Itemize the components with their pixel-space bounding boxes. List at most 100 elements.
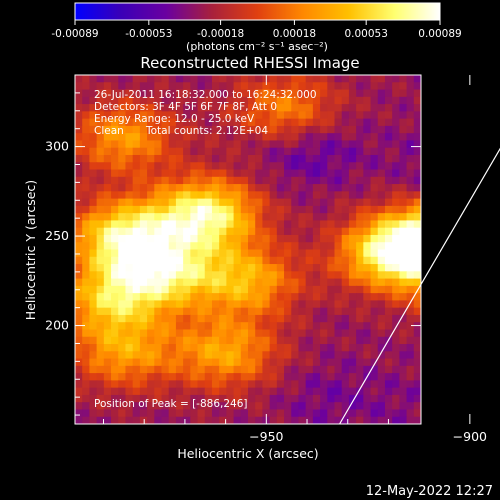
heatmap-cell (276, 336, 285, 345)
heatmap-cell (154, 118, 163, 127)
heatmap-cell (175, 184, 184, 192)
heatmap-cell (413, 336, 421, 345)
heatmap-cell (132, 213, 141, 222)
heatmap-cell (392, 176, 400, 185)
heatmap-cell (384, 249, 393, 258)
heatmap-cell (96, 176, 105, 185)
heatmap-cell (248, 82, 256, 91)
heatmap-cell (392, 380, 400, 389)
heatmap-cell (82, 118, 91, 127)
heatmap-cell (298, 300, 307, 309)
heatmap-cell (348, 191, 357, 200)
heatmap-cell (111, 133, 119, 142)
heatmap-cell (226, 300, 235, 309)
heatmap-cell (103, 285, 112, 294)
heatmap-cell (327, 147, 336, 156)
heatmap-cell (384, 351, 393, 360)
heatmap-cell (89, 205, 98, 214)
heatmap-cell (370, 169, 379, 178)
heatmap-cell (334, 373, 343, 381)
heatmap-cell (334, 387, 343, 396)
heatmap-cell (82, 104, 91, 112)
heatmap-cell (233, 104, 242, 112)
heatmap-cell (82, 285, 91, 294)
heatmap-cell (276, 351, 285, 360)
heatmap-cell (154, 125, 163, 134)
heatmap-cell (269, 358, 278, 367)
heatmap-cell (406, 387, 415, 396)
heatmap-cell (276, 133, 285, 142)
heatmap-cell (125, 147, 134, 156)
heatmap-cell (384, 227, 393, 236)
heatmap-cell (96, 184, 105, 192)
heatmap-cell (248, 344, 256, 352)
heatmap-cell (154, 271, 163, 280)
heatmap-cell (190, 344, 199, 352)
heatmap-cell (233, 111, 242, 120)
heatmap-cell (348, 264, 357, 272)
heatmap-cell (413, 89, 421, 98)
heatmap-cell (204, 373, 213, 381)
heatmap-cell (276, 89, 285, 98)
heatmap-cell (284, 75, 292, 83)
heatmap-cell (125, 394, 134, 403)
heatmap-cell (392, 358, 400, 367)
heatmap-cell (298, 285, 307, 294)
heatmap-cell (370, 373, 379, 381)
heatmap-cell (240, 184, 249, 192)
heatmap-cell (284, 213, 292, 222)
heatmap-cell (305, 285, 314, 294)
heatmap-cell (154, 387, 163, 396)
heatmap-cell (96, 125, 105, 134)
heatmap-cell (320, 293, 328, 301)
heatmap-cell (240, 373, 249, 381)
heatmap-cell (103, 402, 112, 411)
heatmap-cell (240, 293, 249, 301)
heatmap-cell (276, 234, 285, 243)
heatmap-cell (96, 118, 105, 127)
heatmap-cell (413, 314, 421, 323)
heatmap-cell (269, 416, 278, 424)
heatmap-cell (399, 147, 408, 156)
heatmap-cell (219, 89, 227, 98)
heatmap-cell (168, 373, 177, 381)
heatmap-cell (161, 358, 170, 367)
heatmap-cell (197, 387, 206, 396)
heatmap-cell (96, 365, 105, 374)
heatmap-cell (147, 293, 155, 301)
heatmap-cell (96, 271, 105, 280)
heatmap-cell (103, 220, 112, 229)
heatmap-cell (240, 191, 249, 200)
heatmap-cell (363, 351, 372, 360)
heatmap-cell (305, 307, 314, 316)
heatmap-cell (197, 300, 206, 309)
heatmap-cell (298, 234, 307, 243)
heatmap-cell (356, 198, 364, 207)
heatmap-cell (75, 198, 83, 207)
heatmap-cell (233, 154, 242, 163)
heatmap-cell (96, 140, 105, 149)
heatmap-cell (183, 264, 191, 272)
heatmap-cell (154, 336, 163, 345)
heatmap-cell (384, 380, 393, 389)
heatmap-cell (82, 82, 91, 91)
heatmap-cell (204, 96, 213, 105)
heatmap-cell (399, 234, 408, 243)
heatmap-cell (392, 365, 400, 374)
heatmap-cell (370, 365, 379, 374)
heatmap-cell (291, 365, 300, 374)
heatmap-cell (118, 314, 127, 323)
heatmap-cell (233, 118, 242, 127)
heatmap-cell (219, 416, 227, 424)
heatmap-cell (356, 278, 364, 287)
heatmap-cell (132, 82, 141, 91)
heatmap-cell (248, 322, 256, 331)
heatmap-cell (175, 278, 184, 287)
heatmap-cell (197, 169, 206, 178)
heatmap-cell (132, 351, 141, 360)
info-total-counts: Total counts: 2.12E+04 (145, 125, 268, 137)
heatmap-cell (233, 220, 242, 229)
heatmap-cell (211, 162, 220, 171)
heatmap-cell (89, 147, 98, 156)
heatmap-cell (363, 118, 372, 127)
